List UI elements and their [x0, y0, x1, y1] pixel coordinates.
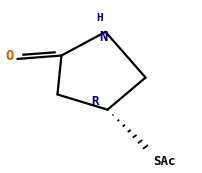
Text: R: R — [91, 95, 99, 108]
Text: H: H — [96, 12, 102, 22]
Text: SAc: SAc — [153, 155, 175, 168]
Text: N: N — [99, 30, 107, 44]
Text: O: O — [5, 49, 13, 62]
